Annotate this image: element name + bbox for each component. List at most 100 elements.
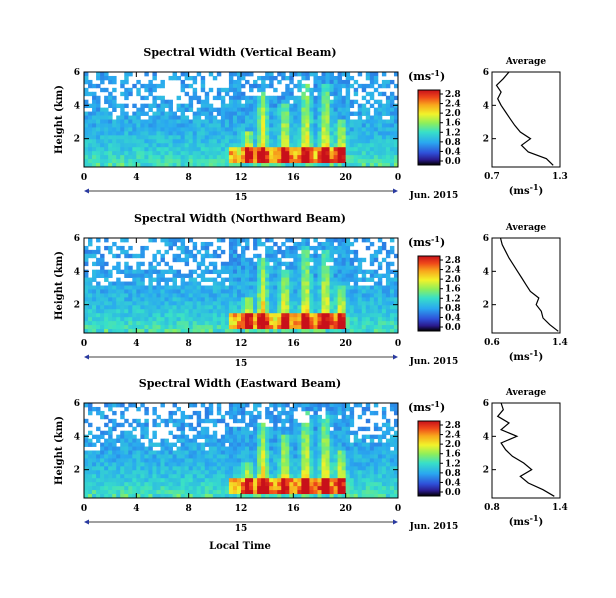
heatmap-cell (164, 159, 169, 164)
heatmap-cell (341, 482, 347, 487)
heatmap-cell (333, 305, 339, 310)
heatmap-cell (224, 430, 230, 436)
heatmap-cell (345, 305, 351, 310)
heatmap-cell (345, 123, 351, 128)
heatmap-cell (184, 143, 190, 148)
heatmap-cell (148, 123, 153, 128)
heatmap-cell (140, 486, 145, 491)
heatmap-cell (293, 277, 298, 282)
heatmap-cell (128, 454, 133, 459)
heatmap-cell (84, 99, 89, 105)
heatmap-cell (204, 245, 210, 251)
heatmap-cell (148, 305, 153, 310)
heatmap-cell (208, 406, 214, 412)
heatmap-cell (241, 143, 246, 148)
heatmap-cell (144, 293, 149, 298)
heatmap-cell (297, 305, 302, 310)
heatmap-cell (140, 273, 145, 278)
heatmap-cell (120, 139, 125, 144)
heatmap-cell (92, 434, 97, 440)
heatmap-cell (132, 115, 137, 120)
heatmap-cell (204, 309, 210, 314)
heatmap-cell (337, 238, 343, 243)
heatmap-cell (325, 238, 330, 243)
heatmap-cell (265, 285, 270, 290)
heatmap-cell (321, 321, 326, 326)
heatmap-cell (325, 321, 330, 326)
heatmap-cell (156, 321, 161, 326)
heatmap-cell (361, 83, 367, 89)
heatmap-cell (281, 127, 286, 132)
heatmap-cell (257, 127, 262, 132)
heatmap-cell (297, 245, 302, 251)
heatmap-cell (136, 470, 141, 475)
heatmap-cell (253, 317, 258, 322)
heatmap-cell (345, 313, 351, 318)
heatmap-cell (273, 143, 278, 148)
heatmap-cell (313, 317, 318, 322)
heatmap-cell (108, 99, 113, 105)
heatmap-cell (100, 313, 105, 318)
heatmap-cell (92, 321, 97, 326)
heatmap-cell (281, 95, 286, 101)
heatmap-cell (208, 321, 214, 326)
heatmap-cell (305, 155, 310, 160)
heatmap-cell (361, 313, 367, 318)
heatmap-cell (245, 151, 250, 156)
heatmap-cell (337, 103, 343, 109)
heatmap-cell (377, 107, 383, 112)
heatmap-cell (156, 305, 161, 310)
colorbar-tick-label: 2.8 (445, 256, 461, 266)
heatmap-cell (345, 297, 351, 302)
heatmap-cell (313, 131, 318, 136)
heatmap-cell (269, 131, 274, 136)
heatmap-cell (301, 406, 306, 412)
colorbar (417, 89, 441, 166)
heatmap-cell (329, 321, 334, 326)
heatmap-cell (269, 119, 274, 124)
heatmap-cell (168, 163, 173, 168)
heatmap-cell (148, 147, 153, 152)
heatmap-cell (140, 159, 145, 164)
heatmap-cell (381, 103, 387, 109)
heatmap-cell (148, 135, 153, 140)
heatmap-cell (136, 317, 141, 322)
heatmap-cell (148, 87, 153, 93)
heatmap-cell (192, 438, 198, 443)
heatmap-cell (337, 482, 343, 487)
heatmap-cell (144, 418, 149, 424)
heatmap-cell (377, 305, 383, 310)
heatmap-cell (232, 265, 238, 271)
heatmap-cell (212, 438, 218, 443)
heatmap-cell (325, 325, 330, 330)
heatmap-cell (128, 155, 133, 160)
heatmap-cell (277, 99, 282, 105)
heatmap-cell (353, 277, 359, 282)
heatmap-cell (196, 293, 202, 298)
heatmap-cell (321, 241, 326, 247)
heatmap-cell (257, 253, 262, 259)
heatmap-cell (208, 454, 214, 459)
heatmap-cell (104, 127, 109, 132)
heatmap-cell (160, 147, 165, 152)
heatmap-cell (236, 478, 242, 483)
heatmap-cell (104, 155, 109, 160)
heatmap-cell (249, 434, 254, 440)
heatmap-cell (277, 486, 282, 491)
heatmap-cell (96, 151, 101, 156)
heatmap-cell (108, 131, 113, 136)
heatmap-cell (325, 313, 330, 318)
heatmap-cell (309, 442, 314, 447)
heatmap-cell (184, 147, 190, 152)
heatmap-cell (172, 241, 177, 247)
heatmap-cell (108, 163, 113, 168)
heatmap-cell (393, 422, 399, 428)
heatmap-cell (245, 422, 250, 428)
heatmap-cell (297, 119, 302, 124)
heatmap-cell (253, 277, 258, 282)
heatmap-cell (184, 72, 190, 77)
heatmap-cell (176, 454, 182, 459)
heatmap-cell (228, 155, 234, 160)
heatmap-cell (261, 147, 266, 152)
heatmap-cell (245, 143, 250, 148)
